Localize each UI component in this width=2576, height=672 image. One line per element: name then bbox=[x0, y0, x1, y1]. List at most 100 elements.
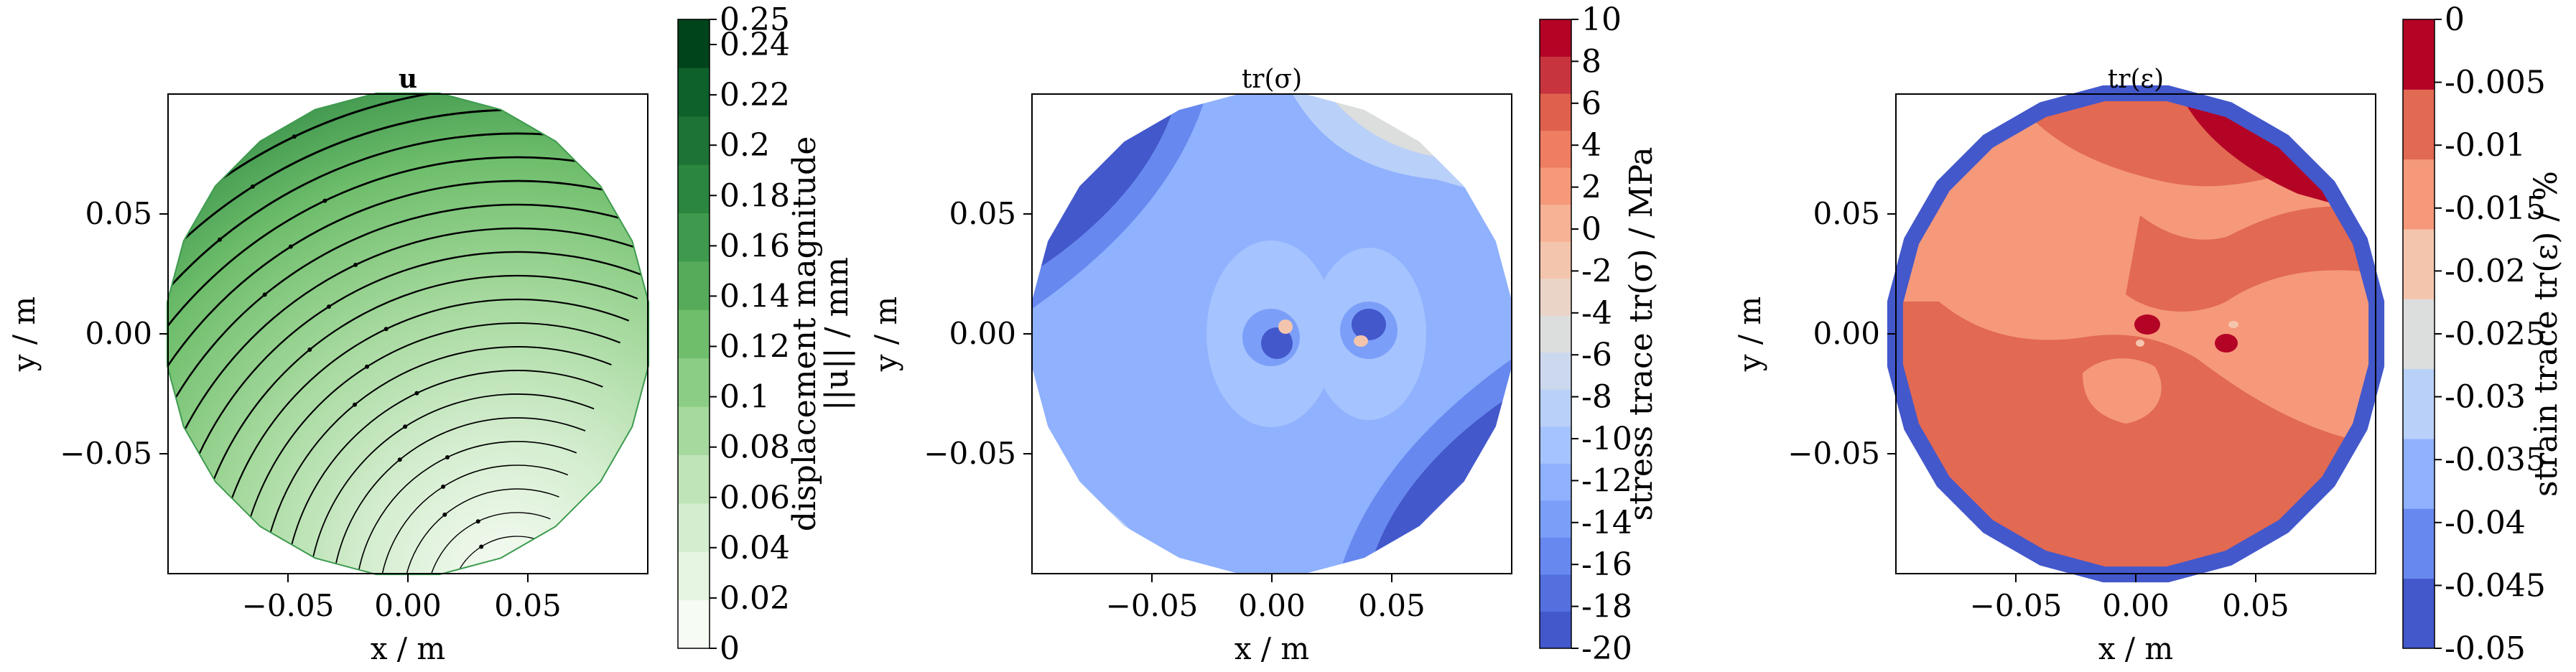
streamline-arrow bbox=[441, 484, 446, 489]
stress-xtick-label: −0.05 bbox=[1106, 588, 1199, 623]
stress-xtick-label: 0.05 bbox=[1358, 588, 1426, 623]
colorbar-level bbox=[678, 19, 710, 68]
colorbar-level bbox=[678, 551, 710, 601]
strain-ytick-label: −0.05 bbox=[1787, 436, 1880, 471]
colorbar-tick-label: 0 bbox=[720, 630, 740, 667]
colorbar-level bbox=[2403, 368, 2435, 439]
colorbar-level bbox=[678, 261, 710, 310]
colorbar-tick-label: 0.02 bbox=[720, 580, 790, 617]
colorbar-tick-label: 0 bbox=[1581, 211, 1601, 248]
colorbar-level bbox=[678, 116, 710, 165]
streamline-arrow bbox=[479, 544, 484, 549]
colorbar-level bbox=[678, 599, 710, 649]
colorbar-tick-label: 0.08 bbox=[720, 429, 790, 466]
streamline bbox=[331, 417, 586, 575]
strain-xtick-label: −0.05 bbox=[1970, 588, 2063, 623]
colorbar-tick-label: -12 bbox=[1581, 462, 1632, 499]
displacement-yticks: 0.05 0.00 −0.05 bbox=[60, 196, 168, 471]
colorbar-tick-label: -16 bbox=[1581, 546, 1632, 583]
colorbar-tick-label: 0.2 bbox=[720, 127, 770, 164]
stress-title: tr(σ) bbox=[1242, 65, 1302, 94]
colorbar-tick-label: -6 bbox=[1581, 337, 1612, 373]
colorbar-level bbox=[1540, 93, 1571, 131]
colorbar-tick-label: -4 bbox=[1581, 295, 1612, 332]
colorbar-level bbox=[678, 503, 710, 552]
displacement-xticks: −0.05 0.00 0.05 bbox=[242, 574, 562, 623]
colorbar-level bbox=[2403, 159, 2435, 230]
stress-ytick-label: −0.05 bbox=[924, 436, 1016, 471]
streamline-arrow bbox=[218, 237, 222, 242]
displacement-ytick-label: −0.05 bbox=[60, 436, 152, 471]
streamline-arrow bbox=[442, 512, 447, 517]
strain-xtick-label: 0.00 bbox=[2102, 588, 2170, 623]
displacement-xlabel: x / m bbox=[371, 631, 445, 666]
colorbar-tick-label: 4 bbox=[1581, 127, 1601, 164]
streamline-arrow bbox=[488, 567, 492, 572]
colorbar-tick-label: 0.14 bbox=[720, 278, 790, 314]
displacement-title: u bbox=[399, 64, 417, 94]
colorbar-tick-label: -0.04 bbox=[2445, 505, 2526, 541]
stress-colorbar: 10 8 6 4 2 0 -2 -4 -6 -8 -10 -12 -14 -16 -18 -20 bbox=[1539, 1, 1632, 667]
colorbar-level bbox=[1540, 574, 1571, 612]
colorbar-tick-label: -0.005 bbox=[2445, 65, 2546, 101]
colorbar-tick-label: 10 bbox=[1581, 1, 1622, 38]
colorbar-tick-label: 0.25 bbox=[720, 1, 790, 38]
strain-xlabel: x / m bbox=[2098, 631, 2173, 666]
colorbar-level bbox=[2403, 229, 2435, 299]
colorbar-tick-label: -0.025 bbox=[2445, 316, 2546, 353]
stress-domain-outline bbox=[1031, 93, 1513, 575]
colorbar-tick-label: 0.16 bbox=[720, 228, 790, 264]
colorbar-level bbox=[1540, 426, 1571, 464]
colorbar-tick-label: -8 bbox=[1581, 379, 1612, 416]
stress-xtick-label: 0.00 bbox=[1238, 588, 1306, 623]
colorbar-level bbox=[1540, 500, 1571, 538]
colorbar-level bbox=[1540, 56, 1571, 94]
displacement-colorbar-label: displacement magnitude bbox=[786, 136, 823, 532]
colorbar-level bbox=[1540, 537, 1571, 575]
panel-strain-trace: tr(ε) −0.05 0.00 0.05 0.05 0.00 −0.05 x … bbox=[1732, 1, 2565, 667]
colorbar-level bbox=[1540, 130, 1571, 168]
streamline bbox=[355, 441, 577, 575]
displacement-xtick-label: 0.05 bbox=[494, 588, 562, 623]
displacement-ytick-label: 0.05 bbox=[85, 196, 152, 231]
panel-displacement: u −0.05 0.00 0.05 0.05 0.00 −0.05 x / m … bbox=[6, 1, 855, 667]
colorbar-tick-label: 0.22 bbox=[720, 77, 790, 113]
colorbar-level bbox=[2403, 508, 2435, 579]
streamline-arrow bbox=[288, 244, 293, 249]
strain-colorbar: 0 -0.005 -0.01 -0.015 -0.02 -0.025 -0.03 -0.035… bbox=[2402, 1, 2546, 667]
colorbar-tick-label: -0.045 bbox=[2445, 567, 2546, 604]
colorbar-tick-label: 8 bbox=[1581, 43, 1601, 80]
colorbar-level bbox=[678, 213, 710, 262]
streamline bbox=[167, 156, 649, 575]
colorbar-level bbox=[1540, 19, 1571, 57]
colorbar-level bbox=[1540, 463, 1571, 501]
colorbar-tick-label: -2 bbox=[1581, 253, 1612, 289]
colorbar-tick-label: -18 bbox=[1581, 589, 1632, 625]
displacement-colorbar-unit: ||u|| / mm bbox=[819, 257, 855, 411]
colorbar-tick-label: 0.1 bbox=[720, 379, 770, 416]
stress-ylabel: y / m bbox=[868, 297, 903, 372]
streamline bbox=[284, 370, 603, 575]
colorbar-level bbox=[678, 309, 710, 359]
stress-colorbar-label: stress trace tr(σ) / MPa bbox=[1623, 147, 1660, 521]
colorbar-tick-label: 6 bbox=[1581, 85, 1601, 122]
colorbar-tick-label: 0 bbox=[2445, 1, 2465, 38]
streamline-arrow bbox=[262, 292, 267, 297]
streamline-arrow bbox=[353, 402, 357, 407]
colorbar-level bbox=[1540, 204, 1571, 242]
streamline bbox=[167, 93, 649, 571]
stress-yticks: 0.05 0.00 −0.05 bbox=[924, 196, 1032, 471]
stress-xlabel: x / m bbox=[1234, 631, 1309, 666]
displacement-xtick-label: 0.00 bbox=[374, 588, 442, 623]
colorbar-tick-label: -20 bbox=[1581, 630, 1632, 667]
strain-title: tr(ε) bbox=[2108, 65, 2164, 94]
streamline-arrow bbox=[353, 262, 358, 267]
streamline-arrow bbox=[397, 457, 402, 462]
colorbar-tick-label: 0.04 bbox=[720, 530, 790, 566]
stress-ytick-label: 0.00 bbox=[949, 316, 1016, 351]
strain-ylabel: y / m bbox=[1732, 297, 1767, 372]
displacement-colorbar: 0.250.24 0.22 0.2 0.18 0.16 0.14 0.12 0.1 0.08 0.… bbox=[677, 1, 790, 667]
colorbar-level bbox=[1540, 611, 1571, 649]
streamline-arrow bbox=[403, 424, 408, 429]
streamline-arrow bbox=[307, 347, 312, 352]
